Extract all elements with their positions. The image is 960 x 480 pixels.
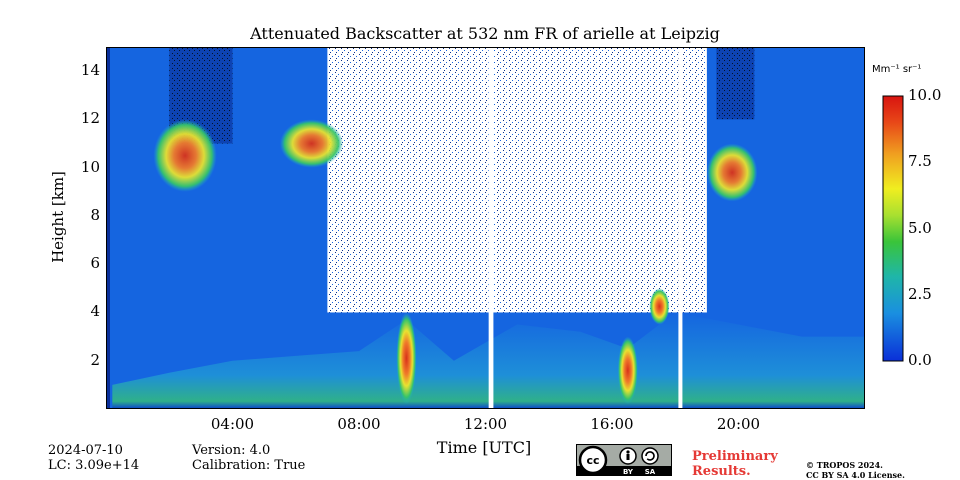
colorbar-tick-label: 5.0 bbox=[908, 218, 932, 237]
no-data-gap bbox=[488, 47, 494, 409]
plot-frame bbox=[106, 47, 865, 409]
y-tick-label: 12 bbox=[80, 109, 100, 128]
colorbar bbox=[882, 95, 904, 362]
cirrus-layer bbox=[279, 119, 344, 168]
colorbar-unit: Mm⁻¹ sr⁻¹ bbox=[872, 64, 922, 75]
y-tick-label: 6 bbox=[90, 254, 100, 273]
sa-icon bbox=[641, 447, 659, 465]
x-tick-label: 12:00 bbox=[463, 415, 508, 433]
attenuated-region bbox=[327, 47, 707, 313]
y-tick-label: 8 bbox=[90, 205, 100, 224]
x-axis-label: Time [UTC] bbox=[436, 438, 532, 457]
left-edge bbox=[106, 47, 110, 409]
version-label: Version: 4.0 bbox=[192, 443, 271, 458]
chart-title: Attenuated Backscatter at 532 nm FR of a… bbox=[250, 24, 720, 43]
y-axis-label: Height [km] bbox=[49, 171, 67, 263]
plot-area bbox=[106, 47, 865, 409]
dark-noise-region bbox=[716, 47, 755, 120]
colorbar-tick-label: 0.0 bbox=[908, 351, 932, 369]
by-text: BY bbox=[623, 468, 634, 475]
y-tick-label: 4 bbox=[90, 302, 100, 321]
colorbar-tick-label: 10.0 bbox=[908, 86, 942, 104]
sa-text: SA bbox=[645, 468, 656, 475]
cirrus-layer bbox=[706, 143, 758, 202]
preliminary-results-note: Preliminary Results. bbox=[692, 449, 778, 479]
boundary-layer bbox=[112, 312, 865, 409]
cc-by-sa-badge: cc BY SA bbox=[576, 444, 672, 476]
heatmap-image bbox=[106, 47, 865, 409]
no-data-gap bbox=[678, 47, 683, 409]
date-label: 2024-07-10 bbox=[48, 443, 123, 458]
colorbar-tick-label: 7.5 bbox=[908, 152, 932, 171]
low-cloud bbox=[617, 336, 638, 405]
cc-icon bbox=[578, 445, 608, 475]
copyright-note: © TROPOS 2024. CC BY SA 4.0 License. bbox=[806, 460, 905, 480]
calibration-label: Calibration: True bbox=[192, 458, 306, 473]
colorbar-tick-label: 2.5 bbox=[908, 284, 932, 303]
y-tick-label: 14 bbox=[80, 61, 100, 80]
y-tick-label: 10 bbox=[80, 157, 100, 176]
low-cloud bbox=[649, 288, 670, 325]
x-tick-label: 16:00 bbox=[590, 415, 634, 433]
x-tick-label: 20:00 bbox=[716, 415, 761, 433]
y-tick-label: 2 bbox=[90, 350, 100, 369]
low-cloud bbox=[396, 312, 417, 405]
lc-label: LC: 3.09e+14 bbox=[48, 458, 140, 473]
x-tick-label: 08:00 bbox=[337, 415, 381, 433]
x-tick-label: 04:00 bbox=[210, 415, 255, 433]
cc-text: cc bbox=[586, 454, 599, 467]
cirrus-layer bbox=[153, 119, 217, 192]
